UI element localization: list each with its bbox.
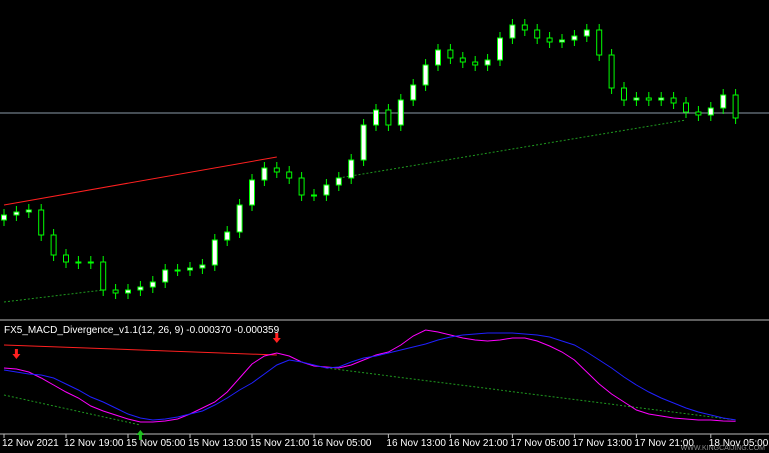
candle-body [360, 124, 367, 161]
candle-body [707, 107, 714, 116]
candle-body [236, 204, 243, 233]
candle-body [484, 59, 491, 66]
candle-body [497, 37, 503, 61]
candle-body [63, 254, 69, 263]
candle-body [137, 286, 144, 291]
candle-body [125, 289, 131, 294]
x-tick-label: 17 Nov 21:00 [634, 438, 694, 449]
trendline [3, 156, 277, 206]
candle-body [435, 49, 441, 66]
x-tick-label: 16 Nov 13:00 [386, 438, 446, 449]
candle-body [509, 24, 516, 39]
candle-body [422, 64, 429, 86]
x-tick-label: 17 Nov 13:00 [572, 438, 632, 449]
indicator-line [3, 329, 736, 423]
candle-body [211, 239, 218, 266]
candle-body [224, 231, 231, 241]
candle-body [348, 159, 355, 179]
candle-body [695, 111, 702, 116]
x-tick-label: 15 Nov 13:00 [188, 438, 248, 449]
indicator-title: FX5_MACD_Divergence_v1.1(12, 26, 9) -0.0… [4, 325, 280, 336]
candle-body [112, 289, 119, 294]
candle-body [1, 214, 7, 221]
candle-body [521, 24, 528, 31]
x-tick-label: 12 Nov 2021 [2, 438, 59, 449]
trendline [338, 119, 687, 179]
candle-body [645, 97, 652, 101]
candle-body [50, 234, 57, 256]
candle-body [683, 102, 689, 113]
signal-arrow [136, 430, 145, 440]
candle-body [397, 99, 404, 126]
candle-body [174, 269, 181, 272]
candle-body [385, 109, 392, 126]
candle-body [373, 109, 379, 126]
candle-body [286, 171, 293, 179]
candle-body [199, 264, 206, 269]
candle-body [87, 261, 94, 264]
candle-body [472, 61, 479, 66]
candle-body [720, 94, 727, 109]
candle-body [311, 194, 317, 197]
x-tick-label: 17 Nov 05:00 [510, 438, 570, 449]
candle-body [670, 97, 677, 104]
candle-body [559, 39, 565, 43]
candle-body [323, 184, 330, 196]
candle-body [187, 267, 193, 271]
candle-body [447, 49, 454, 59]
candle-body [658, 97, 665, 101]
x-tick-label: 12 Nov 19:00 [64, 438, 124, 449]
candle-body [546, 37, 553, 43]
candle-body [459, 57, 466, 63]
signal-arrow [12, 349, 21, 359]
candle-body [273, 167, 280, 173]
candle-body [583, 29, 590, 37]
candle-body [149, 281, 156, 288]
x-tick-label: 15 Nov 05:00 [126, 438, 186, 449]
candle-body [25, 209, 32, 213]
candle-body [534, 29, 541, 39]
divergence-line [3, 344, 277, 356]
candle-body [608, 54, 615, 89]
x-tick-label: 15 Nov 21:00 [250, 438, 310, 449]
divergence-line [3, 394, 141, 426]
candle-body [410, 84, 417, 101]
candle-body [633, 97, 640, 101]
candle-body [261, 167, 268, 181]
candle-body [732, 94, 739, 119]
candle-body [298, 177, 305, 196]
candle-body [335, 177, 342, 186]
candle-body [75, 261, 82, 264]
x-tick-label: 18 Nov 05:00 [709, 438, 769, 449]
candle-body [38, 209, 45, 236]
candle-body [249, 179, 255, 206]
candle-body [596, 29, 603, 56]
candle-body [621, 87, 627, 101]
watermark: WWW.KINGCAIJING.COM [681, 445, 766, 452]
x-tick-label: 16 Nov 21:00 [448, 438, 508, 449]
divergence-line [326, 367, 736, 421]
trendline [3, 289, 104, 303]
candle-body [13, 211, 20, 216]
candle-body [571, 35, 578, 41]
x-tick-label: 16 Nov 05:00 [312, 438, 372, 449]
signal-arrow [272, 333, 281, 343]
candle-body [100, 261, 107, 291]
candle-body [162, 269, 169, 283]
indicator-line [3, 332, 736, 421]
